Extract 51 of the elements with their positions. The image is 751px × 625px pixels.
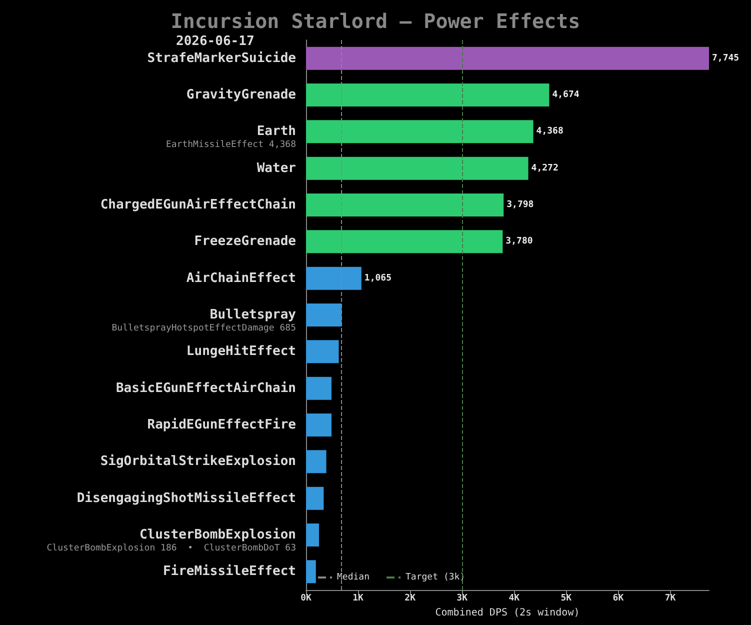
- y-tick-label: GravityGrenade: [186, 88, 296, 102]
- chart-title: Incursion Starlord — Power Effects: [170, 9, 580, 33]
- bar: [306, 560, 316, 584]
- text: BulletsprayHotspotEffectDamage 685: [112, 324, 296, 334]
- bar: [306, 120, 534, 144]
- y-tick-label: RapidEGunEffectFire: [147, 418, 296, 432]
- x-tick-label: 1K: [352, 594, 364, 604]
- y-tick-label: SigOrbitalStrikeExplosion: [100, 454, 296, 470]
- bar: [306, 414, 332, 436]
- data-label: 3,798: [506, 200, 534, 210]
- data-label: 4,674: [552, 90, 580, 100]
- bar: [306, 84, 550, 106]
- x-tick-label: 4K: [508, 594, 520, 604]
- bar: [306, 524, 320, 546]
- text: ClusterBombExplosion 186 • ClusterBombDoT 63: [46, 544, 296, 554]
- y-tick-label: StrafeMarkerSuicide: [147, 50, 296, 66]
- y-tick-label: LungeHitEffect: [186, 344, 296, 360]
- x-tick-label: 0K: [300, 594, 312, 604]
- x-tick-label: 6K: [612, 594, 624, 604]
- data-label: 4,368: [536, 126, 564, 137]
- text: EarthMissileEffect 4,368: [166, 140, 296, 150]
- y-tick-label: FireMissileEffect: [162, 564, 296, 580]
- y-tick-label: FreezeGrenade: [194, 234, 296, 250]
- data-label: 4,272: [531, 163, 558, 174]
- chart-subtitle: 2026-06-17: [176, 34, 254, 49]
- bar: [306, 156, 528, 180]
- y-tick-label: DisengagingShotMissileEffect: [76, 490, 296, 506]
- bar: [306, 194, 504, 216]
- y-tick-label: AirChainEffect: [186, 270, 296, 286]
- bar: [306, 486, 324, 510]
- y-tick-label: Earth: [256, 124, 296, 140]
- bar: [306, 266, 362, 290]
- x-tick-label: 5K: [560, 594, 572, 604]
- bar: [306, 376, 332, 400]
- y-tick-label: ChargedEGunAirEffectChain: [100, 198, 296, 212]
- bar: [306, 304, 342, 326]
- x-tick-label: 2K: [404, 594, 416, 604]
- bar: [306, 46, 709, 70]
- x-tick-label: 3K: [456, 594, 468, 604]
- x-axis-title: Combined DPS (2s window): [435, 608, 580, 618]
- y-tick-label: ClusterBombExplosion: [139, 528, 296, 542]
- y-tick-label: Water: [256, 160, 296, 176]
- x-tick-label: 7K: [664, 594, 676, 604]
- bar: [306, 450, 326, 474]
- data-label: 7,745: [712, 53, 740, 64]
- y-tick-label: BasicEGunEffectAirChain: [116, 380, 296, 396]
- data-label: 3,780: [506, 236, 533, 247]
- bar: [306, 340, 339, 364]
- y-tick-label: Bulletspray: [210, 308, 296, 322]
- data-label: 1,065: [364, 273, 392, 284]
- bar: [306, 230, 503, 254]
